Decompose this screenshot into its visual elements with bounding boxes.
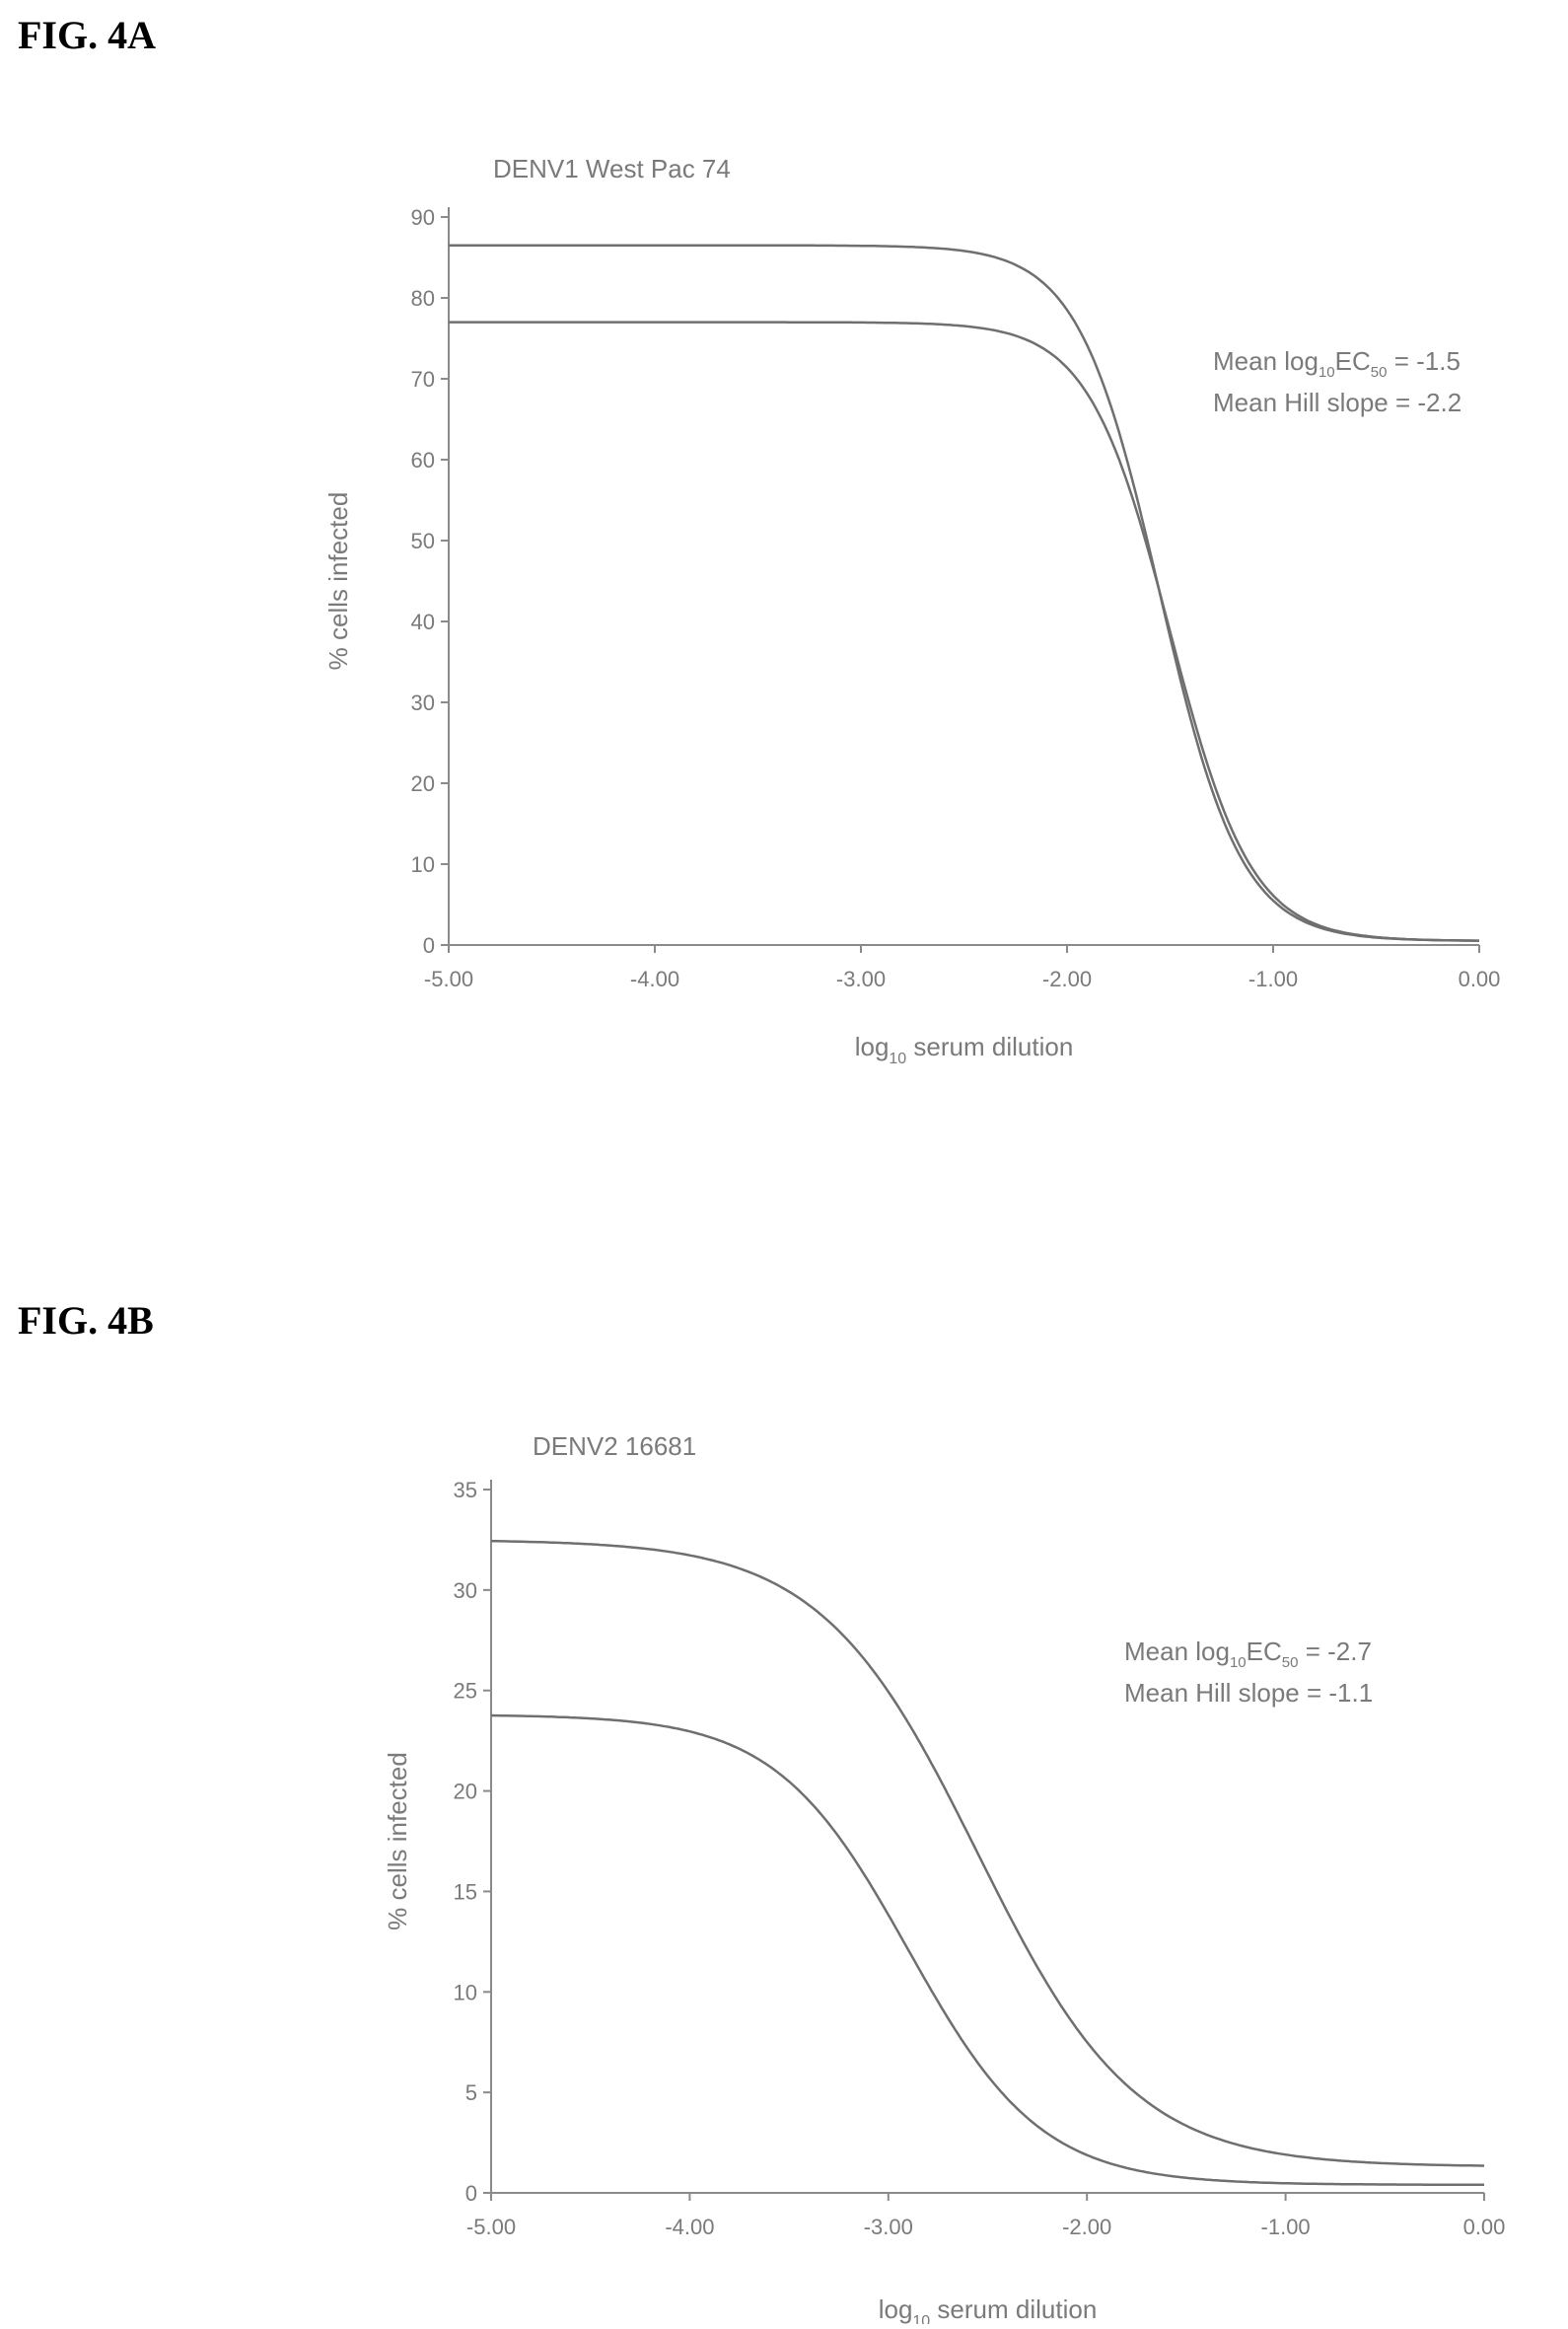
y-tick-label: 10 — [454, 1980, 477, 2004]
x-tick-label: -1.00 — [1261, 2215, 1311, 2239]
series-curve-1 — [449, 244, 1479, 942]
chart-panel-4a: DENV1 West Pac 74 0 10 20 30 40 50 60 70 80 90 -5.0… — [0, 89, 1568, 1075]
y-tick-label: 30 — [454, 1578, 477, 1603]
y-tick-label: 5 — [465, 2080, 477, 2105]
series-curve-2 — [490, 1713, 1484, 2187]
annotation-1: Mean log10EC50 = -1.5 — [1213, 346, 1461, 381]
annotation-2: Mean Hill slope = -1.1 — [1124, 1678, 1373, 1708]
chart-panel-4b: DENV2 16681 0 5 10 15 20 25 30 35 -5.00 -4.00 -3.00… — [0, 1420, 1568, 2329]
y-tick-label: 20 — [411, 771, 435, 796]
y-tick-label: 20 — [454, 1780, 477, 1804]
y-tick-label: 15 — [454, 1879, 477, 1904]
y-tick-label: 80 — [411, 286, 435, 311]
series-curve-1 — [490, 1539, 1484, 2167]
x-tick-label: 0.00 — [1463, 2215, 1506, 2239]
chart-4b: DENV2 16681 0 5 10 15 20 25 30 35 -5.00 -4.00 -3.00… — [383, 1431, 1506, 2329]
y-tick-label: 60 — [411, 448, 435, 473]
x-tick-label: -4.00 — [630, 967, 679, 991]
x-axis-label: log10 serum dilution — [879, 2294, 1098, 2324]
x-tick-label: -5.00 — [466, 2215, 516, 2239]
chart-title: DENV1 West Pac 74 — [493, 154, 731, 183]
x-tick-label: -2.00 — [1062, 2215, 1111, 2239]
y-tick-label: 0 — [465, 2181, 477, 2206]
figure-label-4a: FIG. 4A — [18, 13, 156, 57]
chart-4a: DENV1 West Pac 74 0 10 20 30 40 50 60 70 80 90 -5.0… — [323, 154, 1501, 1067]
y-tick-label: 90 — [411, 205, 435, 230]
y-tick-label: 0 — [423, 933, 435, 958]
x-tick-label: 0.00 — [1459, 967, 1501, 991]
x-tick-label: -1.00 — [1248, 967, 1298, 991]
x-tick-label: -3.00 — [864, 2215, 913, 2239]
chart-title: DENV2 16681 — [533, 1431, 696, 1461]
x-tick-label: -4.00 — [665, 2215, 714, 2239]
series-curve-2 — [449, 321, 1479, 942]
y-tick-label: 35 — [454, 1478, 477, 1502]
y-axis-label: % cells infected — [383, 1752, 412, 1930]
y-tick-label: 25 — [454, 1679, 477, 1704]
y-tick-label: 30 — [411, 691, 435, 715]
figure-label-4b: FIG. 4B — [18, 1298, 154, 1343]
y-axis-label: % cells infected — [323, 492, 353, 671]
annotation-1: Mean log10EC50 = -2.7 — [1124, 1637, 1372, 1671]
x-tick-label: -3.00 — [836, 967, 886, 991]
x-tick-label: -2.00 — [1042, 967, 1092, 991]
y-tick-label: 40 — [411, 610, 435, 634]
x-tick-label: -5.00 — [424, 967, 473, 991]
y-tick-label: 70 — [411, 367, 435, 392]
annotation-2: Mean Hill slope = -2.2 — [1213, 388, 1461, 417]
x-axis-label: log10 serum dilution — [855, 1032, 1074, 1067]
y-tick-label: 10 — [411, 852, 435, 877]
y-tick-label: 50 — [411, 529, 435, 553]
